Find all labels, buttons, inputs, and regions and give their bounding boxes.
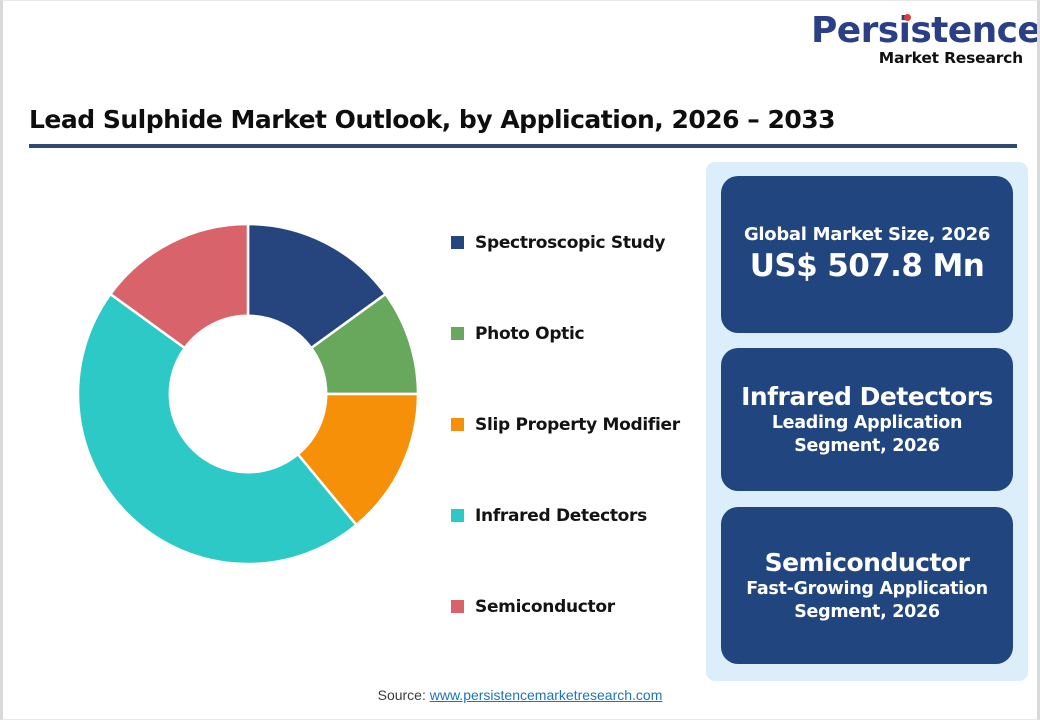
donut-chart-svg xyxy=(76,222,420,566)
legend-item-label: Infrared Detectors xyxy=(475,505,647,526)
legend-item-label: Slip Property Modifier xyxy=(475,414,680,435)
stat-card-leading-segment: Infrared Detectors Leading Application S… xyxy=(721,348,1013,491)
legend-item-label: Semiconductor xyxy=(475,596,615,617)
source-link[interactable]: www.persistencemarketresearch.com xyxy=(429,687,663,703)
logo-subtitle: Market Research xyxy=(878,49,1023,67)
legend-item-slip-property-modifier[interactable]: Slip Property Modifier xyxy=(451,379,701,470)
donut-slices xyxy=(76,222,420,566)
stat-card-line2: Segment, 2026 xyxy=(794,601,940,622)
donut-slice[interactable] xyxy=(108,222,250,350)
legend-swatch-icon xyxy=(451,236,464,249)
legend-item-photo-optic[interactable]: Photo Optic xyxy=(451,288,701,379)
page-title: Lead Sulphide Market Outlook, by Applica… xyxy=(29,105,836,134)
legend-item-spectroscopic-study[interactable]: Spectroscopic Study xyxy=(451,197,701,288)
company-logo: Persistence Market Research xyxy=(811,13,1037,67)
stat-card-line1: Leading Application xyxy=(771,412,963,433)
stat-card-global-market-size: Global Market Size, 2026 US$ 507.8 Mn xyxy=(721,176,1013,333)
legend-item-semiconductor[interactable]: Semiconductor xyxy=(451,561,701,652)
stat-card-line2: Segment, 2026 xyxy=(794,435,940,456)
legend-item-label: Photo Optic xyxy=(475,323,585,344)
chart-legend: Spectroscopic Study Photo Optic Slip Pro… xyxy=(451,197,701,652)
donut-slice[interactable] xyxy=(76,292,359,566)
title-divider xyxy=(29,144,1017,148)
legend-item-label: Spectroscopic Study xyxy=(475,232,666,253)
donut-chart xyxy=(43,161,463,631)
legend-swatch-icon xyxy=(451,418,464,431)
source-label: Source: xyxy=(377,687,430,703)
key-stats-panel: Global Market Size, 2026 US$ 507.8 Mn In… xyxy=(706,162,1028,681)
legend-swatch-icon xyxy=(451,600,464,613)
stat-card-heading: Semiconductor xyxy=(764,547,970,577)
logo-dot-icon xyxy=(904,14,911,21)
legend-item-infrared-detectors[interactable]: Infrared Detectors xyxy=(451,470,701,561)
stat-card-fast-growing-segment: Semiconductor Fast-Growing Application S… xyxy=(721,507,1013,664)
stat-card-caption: Global Market Size, 2026 xyxy=(743,223,991,245)
source-footer: Source: www.persistencemarketresearch.co… xyxy=(3,687,1037,703)
stat-card-line1: Fast-Growing Application xyxy=(746,578,988,599)
logo-wordmark-text: Persistence xyxy=(811,10,1040,51)
stat-card-heading: Infrared Detectors xyxy=(741,381,993,411)
legend-swatch-icon xyxy=(451,327,464,340)
logo-wordmark: Persistence xyxy=(811,10,1040,51)
stat-card-value: US$ 507.8 Mn xyxy=(749,248,985,285)
legend-swatch-icon xyxy=(451,509,464,522)
